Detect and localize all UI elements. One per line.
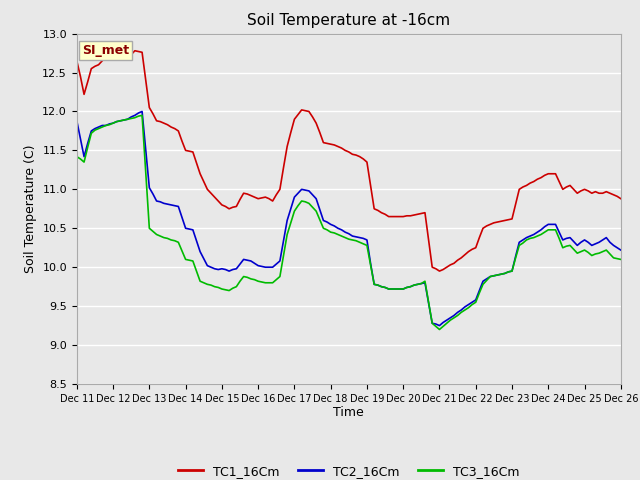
TC1_16Cm: [421, 210, 429, 216]
TC1_16Cm: [131, 48, 139, 54]
TC3_16Cm: [269, 280, 276, 286]
TC3_16Cm: [138, 112, 146, 118]
TC2_16Cm: [269, 264, 276, 270]
TC3_16Cm: [406, 284, 414, 289]
Line: TC3_16Cm: TC3_16Cm: [77, 115, 621, 329]
TC1_16Cm: [341, 147, 349, 153]
TC2_16Cm: [73, 118, 81, 124]
TC3_16Cm: [341, 235, 349, 240]
X-axis label: Time: Time: [333, 407, 364, 420]
TC1_16Cm: [436, 268, 444, 274]
Title: Soil Temperature at -16cm: Soil Temperature at -16cm: [247, 13, 451, 28]
TC1_16Cm: [613, 193, 621, 199]
TC2_16Cm: [341, 229, 349, 235]
Line: TC2_16Cm: TC2_16Cm: [77, 111, 621, 325]
TC1_16Cm: [617, 196, 625, 202]
TC1_16Cm: [269, 198, 276, 204]
TC3_16Cm: [613, 256, 621, 262]
TC3_16Cm: [436, 326, 444, 332]
Y-axis label: Soil Temperature (C): Soil Temperature (C): [24, 144, 36, 273]
Legend: TC1_16Cm, TC2_16Cm, TC3_16Cm: TC1_16Cm, TC2_16Cm, TC3_16Cm: [173, 460, 525, 480]
TC1_16Cm: [73, 58, 81, 64]
TC2_16Cm: [406, 284, 414, 289]
TC2_16Cm: [421, 280, 429, 286]
TC1_16Cm: [461, 252, 468, 258]
TC3_16Cm: [73, 154, 81, 159]
TC3_16Cm: [421, 278, 429, 284]
TC2_16Cm: [436, 323, 444, 328]
TC2_16Cm: [461, 304, 468, 310]
TC3_16Cm: [617, 256, 625, 262]
TC3_16Cm: [461, 307, 468, 313]
TC2_16Cm: [617, 247, 625, 253]
TC2_16Cm: [138, 108, 146, 114]
Text: SI_met: SI_met: [82, 44, 129, 57]
Line: TC1_16Cm: TC1_16Cm: [77, 51, 621, 271]
TC2_16Cm: [613, 245, 621, 251]
TC1_16Cm: [406, 213, 414, 219]
